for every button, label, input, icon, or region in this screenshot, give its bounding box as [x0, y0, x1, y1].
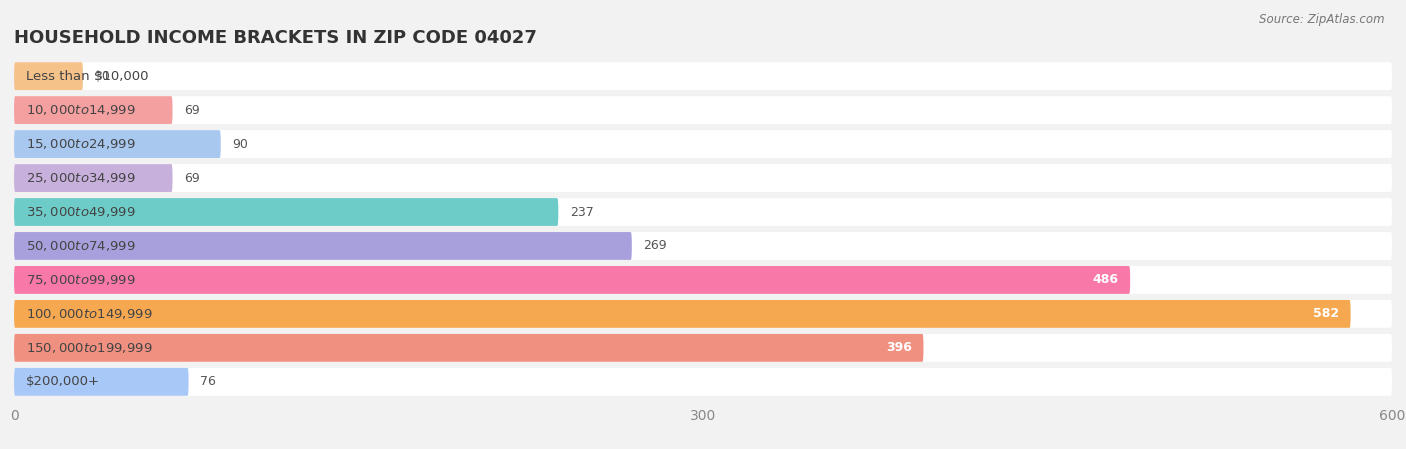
FancyBboxPatch shape — [14, 198, 1392, 226]
FancyBboxPatch shape — [14, 130, 221, 158]
FancyBboxPatch shape — [14, 164, 1392, 192]
Text: 69: 69 — [184, 104, 200, 117]
Text: $200,000+: $200,000+ — [25, 375, 100, 388]
FancyBboxPatch shape — [14, 266, 1392, 294]
Text: $150,000 to $199,999: $150,000 to $199,999 — [25, 341, 152, 355]
Text: 237: 237 — [569, 206, 593, 219]
Text: 30: 30 — [94, 70, 110, 83]
FancyBboxPatch shape — [14, 96, 173, 124]
Text: $35,000 to $49,999: $35,000 to $49,999 — [25, 205, 135, 219]
FancyBboxPatch shape — [14, 368, 1392, 396]
Text: $100,000 to $149,999: $100,000 to $149,999 — [25, 307, 152, 321]
Text: $25,000 to $34,999: $25,000 to $34,999 — [25, 171, 135, 185]
FancyBboxPatch shape — [14, 232, 631, 260]
FancyBboxPatch shape — [14, 62, 83, 90]
Text: HOUSEHOLD INCOME BRACKETS IN ZIP CODE 04027: HOUSEHOLD INCOME BRACKETS IN ZIP CODE 04… — [14, 29, 537, 47]
FancyBboxPatch shape — [14, 334, 1392, 362]
FancyBboxPatch shape — [14, 198, 558, 226]
Text: 486: 486 — [1092, 273, 1119, 286]
Text: Source: ZipAtlas.com: Source: ZipAtlas.com — [1260, 13, 1385, 26]
Text: 76: 76 — [200, 375, 217, 388]
Text: $75,000 to $99,999: $75,000 to $99,999 — [25, 273, 135, 287]
FancyBboxPatch shape — [14, 368, 188, 396]
FancyBboxPatch shape — [14, 96, 1392, 124]
Text: $50,000 to $74,999: $50,000 to $74,999 — [25, 239, 135, 253]
FancyBboxPatch shape — [14, 232, 1392, 260]
Text: 69: 69 — [184, 172, 200, 185]
Text: $10,000 to $14,999: $10,000 to $14,999 — [25, 103, 135, 117]
FancyBboxPatch shape — [14, 334, 924, 362]
FancyBboxPatch shape — [14, 130, 1392, 158]
Text: $15,000 to $24,999: $15,000 to $24,999 — [25, 137, 135, 151]
Text: Less than $10,000: Less than $10,000 — [25, 70, 148, 83]
Text: 582: 582 — [1313, 308, 1339, 321]
Text: 269: 269 — [644, 239, 666, 252]
Text: 396: 396 — [886, 341, 912, 354]
Text: 90: 90 — [232, 137, 247, 150]
FancyBboxPatch shape — [14, 164, 173, 192]
FancyBboxPatch shape — [14, 266, 1130, 294]
FancyBboxPatch shape — [14, 62, 1392, 90]
FancyBboxPatch shape — [14, 300, 1351, 328]
FancyBboxPatch shape — [14, 300, 1392, 328]
